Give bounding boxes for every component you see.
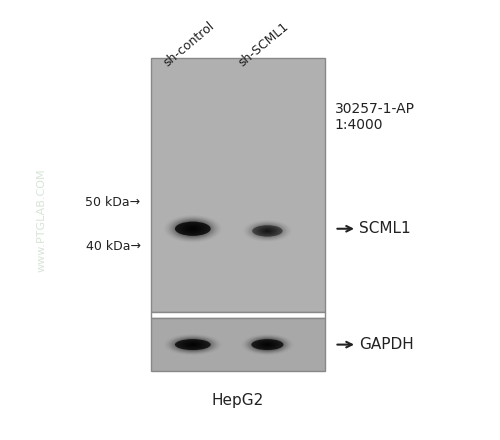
Text: 30257-1-AP
1:4000: 30257-1-AP 1:4000 (334, 102, 414, 132)
Ellipse shape (263, 229, 272, 233)
Text: 40 kDa→: 40 kDa→ (86, 240, 140, 253)
Ellipse shape (173, 219, 212, 238)
Text: sh-SCML1: sh-SCML1 (236, 20, 291, 69)
Ellipse shape (187, 226, 199, 231)
Ellipse shape (260, 227, 275, 235)
Ellipse shape (181, 223, 205, 235)
Ellipse shape (252, 338, 282, 351)
Text: GAPDH: GAPDH (360, 337, 414, 352)
Ellipse shape (254, 339, 281, 350)
Ellipse shape (185, 225, 201, 232)
Ellipse shape (260, 341, 276, 348)
Ellipse shape (266, 344, 268, 345)
Ellipse shape (184, 224, 202, 233)
Ellipse shape (176, 221, 210, 237)
Ellipse shape (266, 230, 269, 232)
Ellipse shape (256, 340, 278, 349)
Ellipse shape (178, 222, 208, 236)
Ellipse shape (182, 224, 204, 234)
Ellipse shape (265, 230, 270, 232)
Ellipse shape (262, 229, 272, 233)
Ellipse shape (188, 226, 198, 231)
Ellipse shape (259, 227, 276, 235)
Ellipse shape (264, 229, 271, 232)
Ellipse shape (262, 342, 273, 347)
Ellipse shape (188, 343, 198, 346)
Ellipse shape (182, 341, 204, 348)
Ellipse shape (180, 340, 206, 349)
Ellipse shape (260, 342, 274, 348)
Ellipse shape (178, 339, 208, 350)
Ellipse shape (187, 342, 199, 347)
Ellipse shape (176, 338, 210, 351)
Bar (150, 319, 324, 371)
Ellipse shape (252, 338, 284, 351)
Ellipse shape (191, 228, 195, 230)
Ellipse shape (175, 220, 210, 237)
Bar (150, 312, 324, 319)
Ellipse shape (258, 341, 276, 348)
Ellipse shape (177, 339, 208, 350)
Ellipse shape (191, 344, 195, 345)
Ellipse shape (263, 343, 272, 346)
Ellipse shape (180, 223, 206, 235)
Text: www.PTGLAB.COM: www.PTGLAB.COM (36, 168, 46, 272)
Text: sh-control: sh-control (160, 19, 216, 70)
Ellipse shape (261, 342, 274, 347)
Ellipse shape (255, 340, 280, 350)
Ellipse shape (175, 339, 210, 350)
Ellipse shape (185, 342, 201, 348)
Ellipse shape (183, 224, 203, 234)
Ellipse shape (258, 227, 276, 235)
Ellipse shape (189, 343, 197, 346)
Ellipse shape (250, 337, 284, 352)
Bar (150, 58, 324, 312)
Ellipse shape (264, 344, 270, 346)
Ellipse shape (184, 341, 202, 348)
Ellipse shape (256, 340, 279, 349)
Ellipse shape (264, 343, 271, 346)
Ellipse shape (174, 337, 212, 352)
Ellipse shape (190, 227, 196, 230)
Ellipse shape (181, 340, 205, 349)
Text: HepG2: HepG2 (212, 393, 264, 408)
Ellipse shape (266, 344, 269, 345)
Ellipse shape (175, 338, 210, 351)
Ellipse shape (177, 221, 208, 236)
Text: 50 kDa→: 50 kDa→ (86, 196, 140, 209)
Ellipse shape (179, 340, 206, 350)
Ellipse shape (174, 220, 212, 238)
Ellipse shape (183, 341, 203, 348)
Ellipse shape (258, 227, 278, 235)
Ellipse shape (253, 339, 282, 350)
Ellipse shape (252, 225, 282, 237)
Ellipse shape (262, 228, 274, 234)
Ellipse shape (189, 227, 197, 231)
Ellipse shape (192, 228, 194, 229)
Ellipse shape (190, 344, 196, 346)
Ellipse shape (179, 222, 206, 235)
Ellipse shape (186, 225, 200, 232)
Ellipse shape (258, 341, 277, 348)
Ellipse shape (192, 344, 194, 345)
Ellipse shape (260, 228, 274, 234)
Ellipse shape (175, 222, 210, 236)
Text: SCML1: SCML1 (360, 221, 411, 236)
Ellipse shape (252, 339, 284, 350)
Ellipse shape (186, 342, 200, 347)
